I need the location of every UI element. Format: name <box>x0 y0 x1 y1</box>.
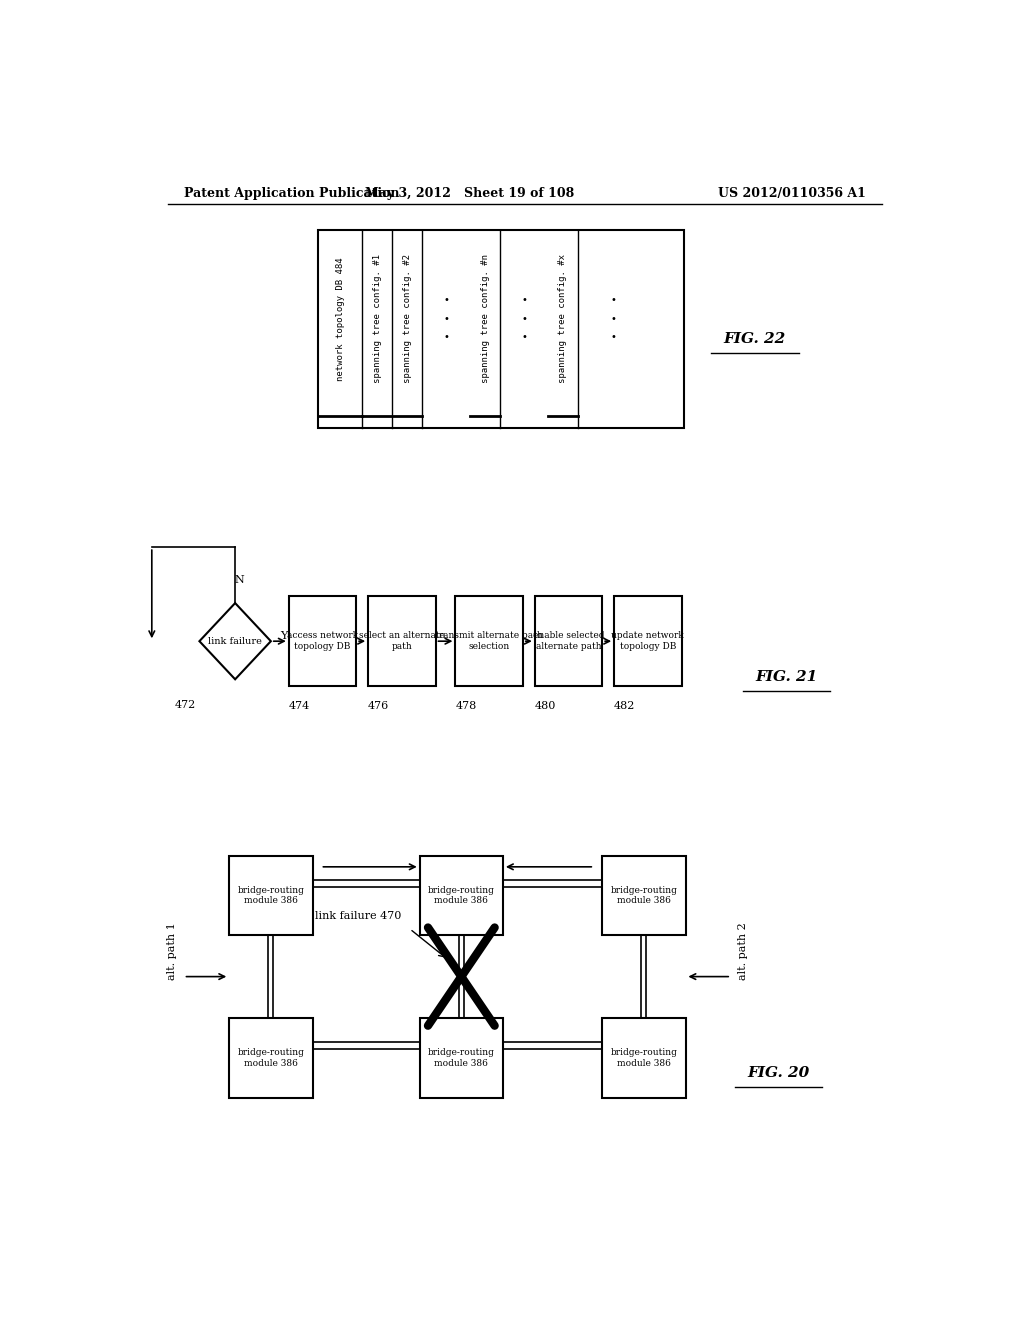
Bar <box>602 1018 685 1097</box>
Text: Y: Y <box>281 631 288 642</box>
Text: 472: 472 <box>174 700 196 710</box>
Text: •: • <box>610 314 616 323</box>
Text: •: • <box>521 296 527 305</box>
Text: FIG. 21: FIG. 21 <box>756 669 818 684</box>
Text: select an alternate
path: select an alternate path <box>358 631 444 651</box>
Bar <box>535 597 602 686</box>
Text: FIG. 22: FIG. 22 <box>724 331 786 346</box>
Text: link failure 470: link failure 470 <box>315 911 401 921</box>
Text: update network
topology DB: update network topology DB <box>611 631 684 651</box>
Text: 480: 480 <box>535 701 556 711</box>
Bar <box>614 597 682 686</box>
Text: transmit alternate path
selection: transmit alternate path selection <box>435 631 543 651</box>
Text: spanning tree config. #1: spanning tree config. #1 <box>373 255 382 383</box>
Text: Patent Application Publication: Patent Application Publication <box>183 187 399 201</box>
Text: bridge-routing
module 386: bridge-routing module 386 <box>428 886 495 906</box>
Bar <box>229 855 312 935</box>
Text: enable selected
alternate path: enable selected alternate path <box>532 631 604 651</box>
Bar <box>456 597 523 686</box>
Text: link failure: link failure <box>208 636 262 645</box>
Text: N: N <box>234 574 244 585</box>
Bar <box>229 1018 312 1097</box>
Text: bridge-routing
module 386: bridge-routing module 386 <box>238 1048 304 1068</box>
Bar <box>420 855 503 935</box>
Text: May 3, 2012   Sheet 19 of 108: May 3, 2012 Sheet 19 of 108 <box>365 187 573 201</box>
Text: network topology DB 484: network topology DB 484 <box>336 257 345 380</box>
Bar <box>289 597 356 686</box>
Text: spanning tree config. #2: spanning tree config. #2 <box>402 255 412 383</box>
Text: bridge-routing
module 386: bridge-routing module 386 <box>238 886 304 906</box>
Text: •: • <box>443 296 450 305</box>
Text: •: • <box>521 314 527 323</box>
Text: 474: 474 <box>289 701 310 711</box>
Text: 482: 482 <box>614 701 636 711</box>
Text: •: • <box>443 314 450 323</box>
Text: bridge-routing
module 386: bridge-routing module 386 <box>428 1048 495 1068</box>
Text: US 2012/0110356 A1: US 2012/0110356 A1 <box>718 187 866 201</box>
Text: spanning tree config. #n: spanning tree config. #n <box>480 255 489 383</box>
Text: alt. path 1: alt. path 1 <box>167 923 177 979</box>
Text: •: • <box>610 333 616 342</box>
Text: spanning tree config. #x: spanning tree config. #x <box>558 255 567 383</box>
Text: alt. path 2: alt. path 2 <box>738 923 749 979</box>
Text: 478: 478 <box>456 701 476 711</box>
Text: •: • <box>610 296 616 305</box>
Text: •: • <box>443 333 450 342</box>
Text: bridge-routing
module 386: bridge-routing module 386 <box>610 1048 677 1068</box>
Text: 476: 476 <box>368 701 389 711</box>
Text: bridge-routing
module 386: bridge-routing module 386 <box>610 886 677 906</box>
Bar <box>602 855 685 935</box>
Bar <box>368 597 435 686</box>
Bar <box>318 230 684 428</box>
Text: •: • <box>521 333 527 342</box>
Text: access network
topology DB: access network topology DB <box>287 631 358 651</box>
Text: FIG. 20: FIG. 20 <box>748 1067 810 1080</box>
Bar <box>420 1018 503 1097</box>
